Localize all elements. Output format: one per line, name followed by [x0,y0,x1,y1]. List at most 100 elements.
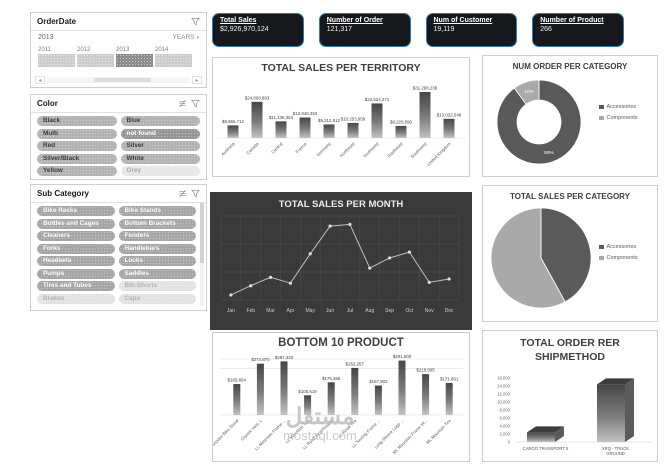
bar-value-label: $13,948,353 [293,111,318,116]
slicer-item-brakes[interactable]: Brakes [37,293,115,304]
timeline-year-block-2012[interactable] [77,54,114,67]
scroll-left-arrow[interactable]: ◂ [35,76,45,84]
data-point-dec[interactable] [447,277,451,281]
timeline-year-cell: 2011 [38,47,75,67]
bar-top-face [527,426,564,433]
legend-item-accessories[interactable]: Accessories [599,104,638,110]
data-point-jan[interactable] [229,293,233,297]
axis-category-label: ML Mountain Tire [425,418,452,445]
timeline-scrollbar-thumb[interactable] [94,78,152,82]
slicer-item-cleaners[interactable]: Cleaners [37,231,115,241]
legend-item-components[interactable]: Components [599,255,638,261]
bar-cargo-transport-5[interactable] [527,432,555,443]
bar-ll-mountain-frame[interactable] [280,361,288,415]
slicer-item-grey[interactable]: Grey [120,166,200,176]
slicer-item-bike-stands[interactable]: Bike Stands [118,206,196,216]
slicer-item-caps[interactable]: Caps [118,293,196,304]
bar-xrq-truck-ground[interactable] [597,384,625,443]
axis-month-label: Apr [287,308,295,314]
data-point-feb[interactable] [249,284,253,288]
slice-accessories[interactable] [540,207,592,303]
scroll-right-arrow[interactable]: ▸ [192,76,202,84]
data-point-jul[interactable] [348,222,352,226]
bar-northeast[interactable] [347,122,359,138]
timeline-year-block-2013[interactable] [116,54,153,67]
clear-selections-icon[interactable] [178,99,187,108]
slicer-item-bottom-brackets[interactable]: Bottom Brackets [118,218,196,229]
bar-value-label: $157,902 [369,379,388,384]
legend-item-accessories[interactable]: Accessories [599,244,638,250]
slice-accessories[interactable] [496,79,582,165]
timeline-scrollbar[interactable] [47,77,190,83]
bar-northwest[interactable] [371,103,383,138]
data-point-aug[interactable] [368,266,372,270]
slicer-item-not-found[interactable]: not found [120,128,200,139]
data-point-nov[interactable] [427,280,431,284]
slice-components[interactable] [490,207,566,309]
bar-value-label: $9,212,512 [318,118,341,123]
orderdate-granularity-dropdown[interactable]: YEARS ▾ [172,34,199,41]
subcategory-slicer: Sub Category Bike Racks Bike Stands Bottle… [30,184,207,311]
slicer-item-multi[interactable]: Multi [37,128,117,139]
bar-germany[interactable] [323,124,335,138]
subcategory-scrollbar-thumb[interactable] [200,203,204,263]
bar-southwest[interactable] [419,92,431,138]
bar-ll-mountain-tire[interactable] [304,395,312,415]
slicer-item-fenders[interactable]: Fenders [118,231,196,241]
data-point-jun[interactable] [328,224,332,228]
clear-selections-icon[interactable] [178,189,187,198]
timeline-year-block-2014[interactable] [155,54,192,67]
slicer-item-silver[interactable]: Silver [120,141,200,151]
slicer-item-silver-black[interactable]: Silver/Black [37,153,117,164]
slicer-item-yellow[interactable]: Yellow [37,166,117,176]
chart-total-sales-per-category: TOTAL SALES PER CATEGORY Accessories Comp… [482,185,658,322]
bar-southeast[interactable] [395,125,407,138]
bar-value-label: $13,032,548 [437,112,462,117]
timeline-year-cell: 2012 [77,47,114,67]
clear-filter-icon[interactable] [191,17,200,26]
data-point-oct[interactable] [407,250,412,254]
slicer-item-forks[interactable]: Forks [37,243,115,254]
data-point-apr[interactable] [288,281,293,285]
bar-long-sleeve-logo[interactable] [398,360,406,415]
bar-ll-road-seat-saddle[interactable] [327,382,335,415]
filter-icon[interactable] [191,189,200,198]
bar-ll-road-tire[interactable] [351,367,359,415]
slicer-item-bib-shorts[interactable]: Bib-Shorts [118,281,196,291]
bar-value-label: $23,524,271 [365,97,390,102]
slicer-item-pumps[interactable]: Pumps [37,268,115,279]
bar-united-kingdom[interactable] [443,118,455,138]
slicer-item-red[interactable]: Red [37,141,117,151]
slicer-item-white[interactable]: White [120,153,200,164]
slicer-item-bike-racks[interactable]: Bike Racks [37,206,115,216]
bar-australia[interactable] [227,125,239,138]
filter-icon[interactable] [191,99,200,108]
axis-category-label: Australia [220,141,236,157]
slicer-item-handlebars[interactable]: Handlebars [118,243,196,254]
slicer-item-locks[interactable]: Locks [118,256,196,266]
bar-central[interactable] [275,121,287,138]
slicer-item-blue[interactable]: Blue [120,116,200,126]
slicer-item-tires-and-tubes[interactable]: Tires and Tubes [37,281,115,291]
slicer-item-black[interactable]: Black [37,116,117,126]
data-point-may[interactable] [308,252,312,256]
bar-france[interactable] [299,117,311,138]
bar-canada[interactable] [251,101,263,138]
bar-classic-vest-l[interactable] [256,363,264,415]
slicer-item-bottles-and-cages[interactable]: Bottles and Cages [37,218,115,229]
bar-all-purpose-bike-stand[interactable] [233,384,241,415]
slicer-item-headsets[interactable]: Headsets [37,256,115,266]
bar-ml-mountain-tire[interactable] [445,382,453,415]
slice-components[interactable] [513,79,540,105]
axis-tick-label: 6,000 [500,416,511,421]
timeline-year-cell: 2013 [116,47,153,67]
slicer-item-saddles[interactable]: Saddles [118,268,196,279]
legend-item-components[interactable]: Components [599,115,638,121]
bar-ml-mountain-frame-w[interactable] [422,374,430,415]
bar-value-label: $291,600 [393,354,412,359]
timeline-year-block-2011[interactable] [38,54,75,67]
subcategory-scrollbar[interactable] [200,203,204,306]
data-point-sep[interactable] [387,256,392,260]
data-point-mar[interactable] [268,275,273,279]
bar-ll-touring-frame[interactable] [374,385,382,415]
